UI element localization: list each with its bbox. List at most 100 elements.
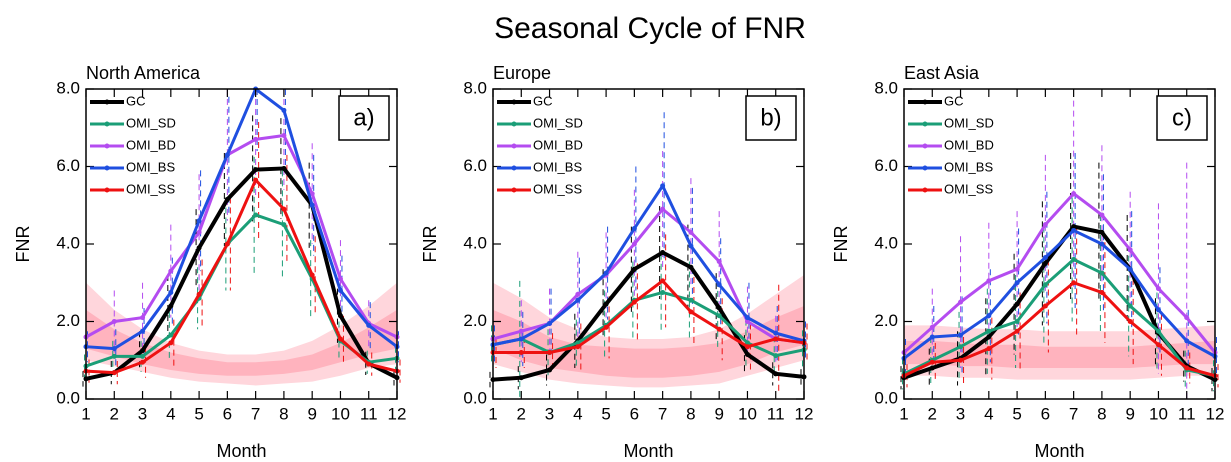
point — [140, 328, 146, 334]
point — [168, 340, 174, 346]
point — [1071, 227, 1077, 233]
point — [1127, 247, 1133, 253]
legend-label: OMI_SS — [944, 181, 993, 196]
point — [168, 289, 174, 295]
legend-marker — [104, 165, 110, 171]
band — [493, 306, 804, 378]
series-line — [85, 134, 398, 339]
legend-label: OMI_SD — [944, 115, 994, 130]
point — [168, 268, 174, 274]
point — [1155, 307, 1161, 313]
x-tick-label: 12 — [795, 404, 814, 423]
point — [575, 291, 581, 297]
panel-title: East Asia — [904, 63, 980, 83]
y-tick-label: 0.0 — [874, 388, 898, 407]
point — [1042, 222, 1048, 228]
x-tick-label: 9 — [1125, 404, 1134, 423]
x-tick-label: 2 — [517, 404, 526, 423]
point — [716, 326, 722, 332]
panel-label: a) — [353, 104, 374, 131]
x-tick-label: 7 — [251, 404, 260, 423]
point — [547, 367, 553, 373]
legend-marker — [104, 187, 110, 193]
point — [253, 212, 259, 218]
point — [688, 229, 694, 235]
point — [716, 305, 722, 311]
point — [337, 313, 343, 319]
x-axis-label: Month — [1034, 441, 1084, 461]
point — [660, 278, 666, 284]
point — [1071, 224, 1077, 230]
point — [196, 229, 202, 235]
y-axis-label: FNR — [13, 226, 33, 263]
point — [196, 245, 202, 251]
point — [1155, 328, 1161, 334]
point — [1127, 319, 1133, 324]
x-tick-label: 2 — [928, 404, 937, 423]
legend-marker — [922, 187, 928, 193]
point — [196, 291, 202, 297]
point — [744, 344, 750, 350]
x-tick-label: 4 — [984, 404, 993, 423]
point — [309, 272, 315, 278]
legend-label: OMI_BD — [533, 137, 583, 152]
band — [904, 340, 1215, 368]
point — [986, 278, 992, 284]
point — [1014, 319, 1020, 324]
series-line — [492, 184, 805, 347]
point — [631, 241, 637, 247]
y-tick-label: 2.0 — [874, 311, 898, 330]
point — [744, 315, 750, 321]
x-tick-label: 3 — [545, 404, 554, 423]
y-tick-label: 8.0 — [463, 78, 487, 97]
panel: 0.02.04.06.08.01 2 3 4 5 6 7 8 9 10 11 12EuropeMont… — [420, 63, 814, 461]
x-tick-label: 8 — [279, 404, 288, 423]
series-line — [85, 178, 398, 375]
y-tick-label: 4.0 — [56, 233, 80, 252]
point — [716, 313, 722, 319]
series-line — [85, 166, 398, 381]
point — [660, 206, 666, 212]
point — [1071, 257, 1077, 262]
point — [1014, 328, 1020, 334]
x-tick-label: 5 — [194, 404, 203, 423]
point — [281, 206, 287, 212]
point — [366, 322, 372, 328]
figure-title: Seasonal Cycle of FNR — [494, 12, 806, 45]
x-tick-label: 10 — [738, 404, 757, 423]
legend-label: OMI_BS — [533, 159, 582, 174]
y-tick-label: 0.0 — [56, 388, 80, 407]
point — [337, 276, 343, 282]
point — [603, 270, 609, 276]
x-tick-label: 7 — [1069, 404, 1078, 423]
point — [773, 353, 779, 359]
point — [1042, 282, 1048, 288]
series-line — [903, 228, 1216, 360]
y-tick-label: 8.0 — [874, 78, 898, 97]
y-tick-label: 0.0 — [463, 388, 487, 407]
legend-marker — [922, 165, 928, 171]
series-line — [903, 192, 1217, 354]
point — [337, 288, 343, 293]
legend-label: GC — [126, 93, 146, 108]
panel-label-box — [1156, 95, 1208, 141]
x-tick-label: 3 — [956, 404, 965, 423]
point — [281, 107, 287, 113]
point — [773, 336, 779, 342]
point — [688, 264, 694, 270]
x-tick-label: 2 — [110, 404, 119, 423]
legend-label: OMI_BS — [126, 159, 175, 174]
point — [929, 324, 935, 330]
point — [958, 332, 964, 338]
point — [196, 218, 202, 224]
point — [1014, 301, 1020, 307]
x-tick-label: 8 — [686, 404, 695, 423]
x-tick-label: 6 — [1041, 404, 1050, 423]
x-tick-label: 3 — [138, 404, 147, 423]
x-tick-label: 11 — [767, 404, 785, 423]
point — [111, 319, 117, 324]
point — [1127, 266, 1133, 272]
point — [111, 370, 117, 376]
